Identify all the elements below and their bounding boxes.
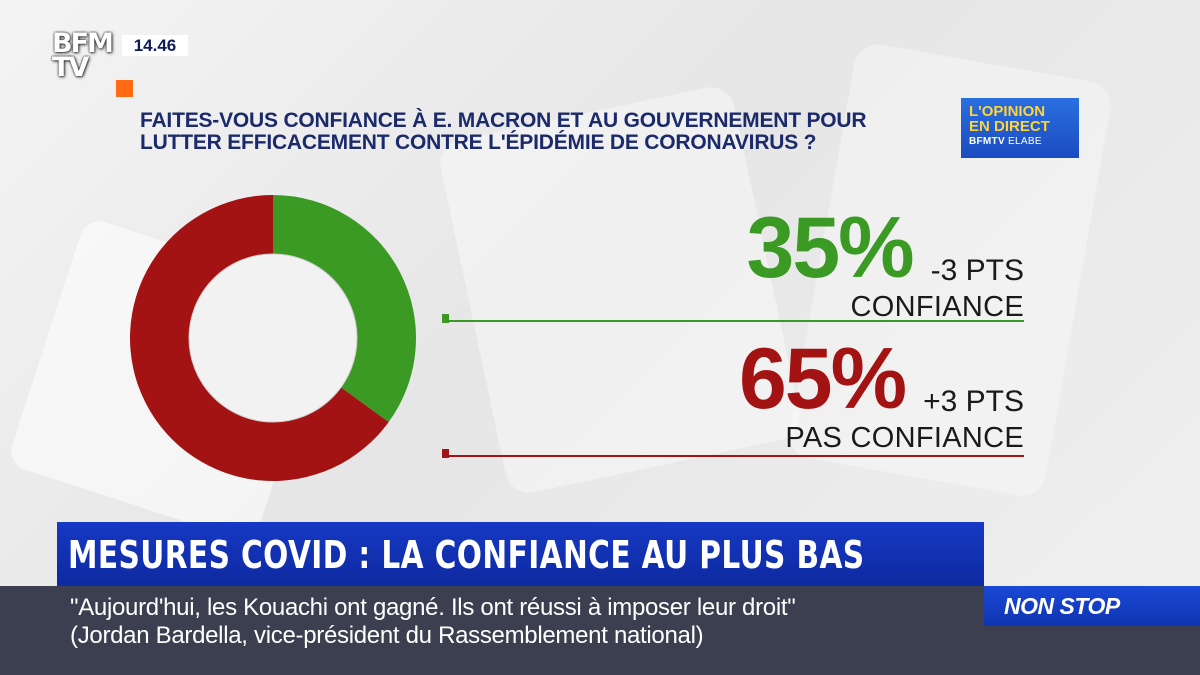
headline-text: MESURES COVID : LA CONFIANCE AU PLUS BAS xyxy=(68,533,865,577)
value-label-confiance: 35% xyxy=(746,200,915,296)
donut-slice-pas-confiance xyxy=(129,195,389,481)
category-label-pas-confiance: PAS CONFIANCE xyxy=(785,422,1024,454)
non-stop-badge: NON STOP xyxy=(984,586,1200,626)
opinion-en-direct-badge: L'OPINION EN DIRECT BFMTV ELABE xyxy=(961,98,1079,158)
badge-line-1: L'OPINION xyxy=(969,103,1046,120)
divider-pas-confiance xyxy=(442,449,1024,458)
stat-pas-confiance: 65% +3 PTS PAS CONFIANCE xyxy=(739,336,1024,454)
poll-question-line-1: FAITES-VOUS CONFIANCE À E. MACRON ET AU … xyxy=(140,109,867,132)
donut-chart xyxy=(129,195,416,481)
logo-accent-square xyxy=(116,80,133,97)
stat-confiance: 35% -3 PTS CONFIANCE xyxy=(747,205,1025,323)
divider-tick xyxy=(442,314,449,323)
badge-partner: ELABE xyxy=(1008,136,1042,147)
divider-tick xyxy=(442,449,449,458)
logo-text: BFM TV xyxy=(52,28,114,83)
bfmtv-logo: BFM TV xyxy=(52,28,118,83)
donut-slice-confiance xyxy=(273,195,416,423)
poll-question-line-2: LUTTER EFFICACEMENT CONTRE L'ÉPIDÉMIE DE… xyxy=(140,131,817,154)
category-label-confiance: CONFIANCE xyxy=(850,291,1024,323)
badge-line-2: EN DIRECT xyxy=(969,118,1050,135)
change-label-confiance: -3 PTS xyxy=(930,254,1024,287)
ticker-attribution: (Jordan Bardella, vice-président du Rass… xyxy=(70,622,704,649)
donut-hole xyxy=(188,253,358,423)
non-stop-label: NON STOP xyxy=(1004,593,1120,619)
poll-question: FAITES-VOUS CONFIANCE À E. MACRON ET AU … xyxy=(140,110,955,154)
divider-confiance xyxy=(442,314,1024,323)
badge-brand-line: BFMTV ELABE xyxy=(969,135,1071,149)
value-label-pas-confiance: 65% xyxy=(738,331,907,427)
on-air-clock: 14.46 xyxy=(122,35,188,56)
change-label-pas-confiance: +3 PTS xyxy=(923,385,1024,418)
badge-brand: BFMTV xyxy=(969,136,1005,147)
ticker-quote: "Aujourd'hui, les Kouachi ont gagné. Ils… xyxy=(70,594,796,621)
headline-banner xyxy=(57,522,984,586)
